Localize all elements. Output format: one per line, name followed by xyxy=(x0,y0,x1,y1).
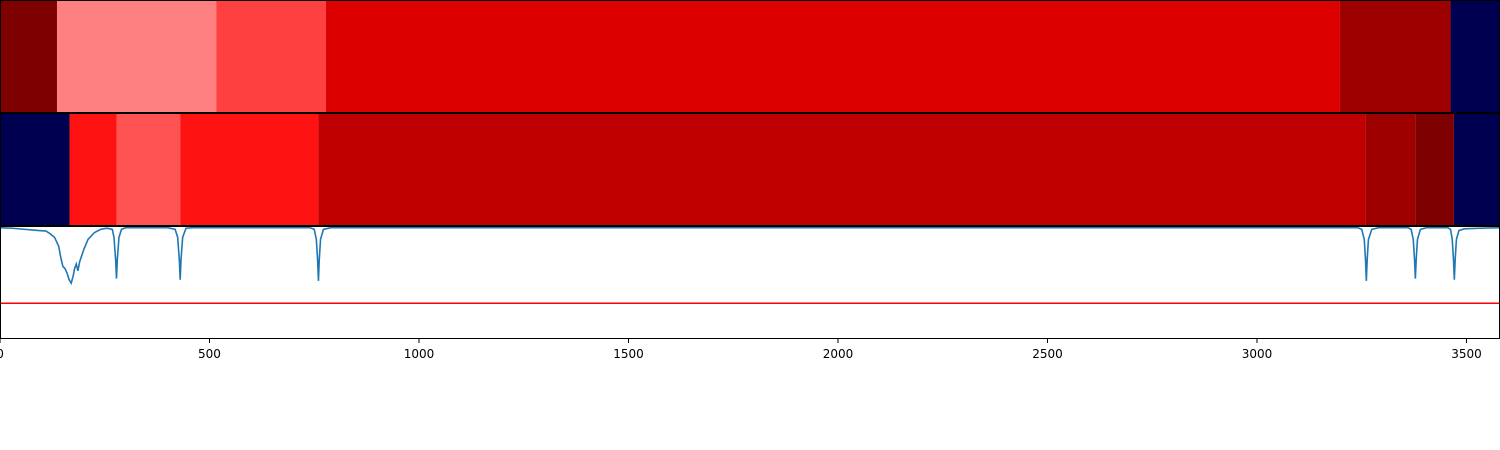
segment-2-3 xyxy=(116,113,181,225)
segment-2-8 xyxy=(1453,113,1500,225)
segment-1-4 xyxy=(325,0,1340,112)
segment-1-5 xyxy=(1339,0,1451,112)
segment-2-2 xyxy=(69,113,117,225)
x-tick-label-3000: 3000 xyxy=(1242,347,1273,361)
panel-frame-3 xyxy=(0,226,1500,339)
x-tick-label-2000: 2000 xyxy=(823,347,854,361)
signal-panel xyxy=(0,226,1500,305)
segment-2-6 xyxy=(1365,113,1416,225)
segment-2-7 xyxy=(1415,113,1454,225)
segment-2-4 xyxy=(180,113,319,225)
x-tick-label-500: 500 xyxy=(198,347,221,361)
segment-1-3 xyxy=(216,0,326,112)
x-tick-label-1000: 1000 xyxy=(404,347,435,361)
segment-2-5 xyxy=(318,113,1366,225)
segment-2-1 xyxy=(0,113,70,225)
segment-1-1 xyxy=(0,0,57,112)
x-tick-label-2500: 2500 xyxy=(1032,347,1063,361)
segment-track-1 xyxy=(0,0,1500,112)
segment-1-6 xyxy=(1450,0,1500,112)
x-tick-label-1500: 1500 xyxy=(613,347,644,361)
segment-1-2 xyxy=(56,0,217,112)
x-tick-label-0: 0 xyxy=(0,347,4,361)
segment-track-2 xyxy=(0,113,1500,225)
x-tick-label-3500: 3500 xyxy=(1451,347,1482,361)
x-axis: 0 500 1000 1500 2000 2500 3000 3500 xyxy=(0,338,1482,361)
signal-trace xyxy=(0,226,1500,286)
